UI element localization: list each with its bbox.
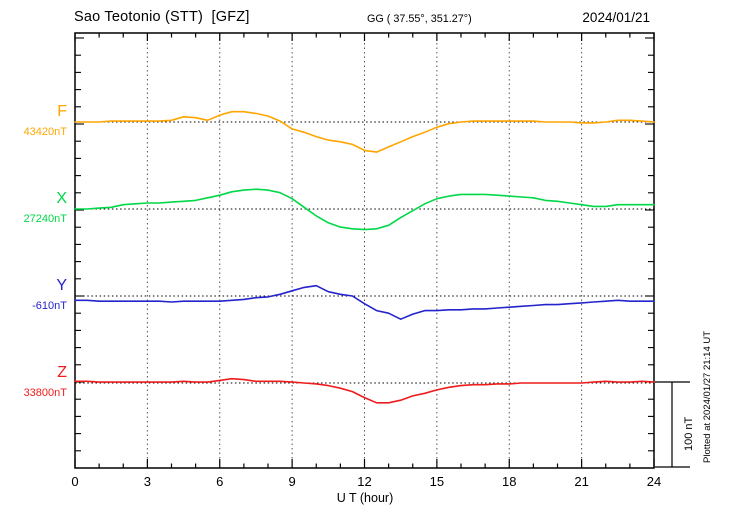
x-tick-label-18: 18 <box>502 474 517 489</box>
gridlines <box>146 34 583 467</box>
geographic-coordinates: GG ( 37.55°, 351.27°) <box>367 13 472 25</box>
x-tick-label-6: 6 <box>216 474 224 489</box>
channel-baseline-X: 27240nT <box>23 213 67 225</box>
trace-F <box>74 110 655 153</box>
channel-label-F: F 43420nT <box>0 103 67 138</box>
channel-baseline-Y: -610nT <box>32 300 67 312</box>
channel-label-Z: Z 33800nT <box>0 364 67 399</box>
channel-letter-Z: Z <box>57 364 67 381</box>
trace-X <box>74 188 655 231</box>
x-tick-label-9: 9 <box>288 474 296 489</box>
x-axis-title: U T (hour) <box>336 491 394 505</box>
trace-Y <box>74 284 655 321</box>
plotted-timestamp-note: Plotted at 2024/01/27 21:14 UT <box>702 330 713 463</box>
channel-baseline-F: 43420nT <box>23 126 67 138</box>
channel-label-Y: Y -610nT <box>0 277 67 312</box>
channel-letter-F: F <box>57 103 67 120</box>
station-title: Sao Teotonio (STT) [GFZ] <box>74 9 250 25</box>
x-tick-label-21: 21 <box>574 474 589 489</box>
x-tick-label-3: 3 <box>143 474 151 489</box>
trace-Z <box>74 377 655 404</box>
x-tick-label-15: 15 <box>429 474 445 489</box>
channel-label-X: X 27240nT <box>0 190 67 225</box>
axis-ticks <box>74 33 655 468</box>
traces <box>74 110 655 404</box>
x-tick-label-24: 24 <box>646 474 662 489</box>
channel-letter-X: X <box>56 190 67 207</box>
x-tick-label-12: 12 <box>357 474 372 489</box>
plot-date: 2024/01/21 <box>582 10 650 25</box>
scale-bar <box>655 381 690 468</box>
x-tick-label-0: 0 <box>71 474 79 489</box>
channel-baseline-Z: 33800nT <box>23 387 67 399</box>
scale-bar-label: 100 nT <box>683 416 695 451</box>
channel-letter-Y: Y <box>56 277 67 294</box>
